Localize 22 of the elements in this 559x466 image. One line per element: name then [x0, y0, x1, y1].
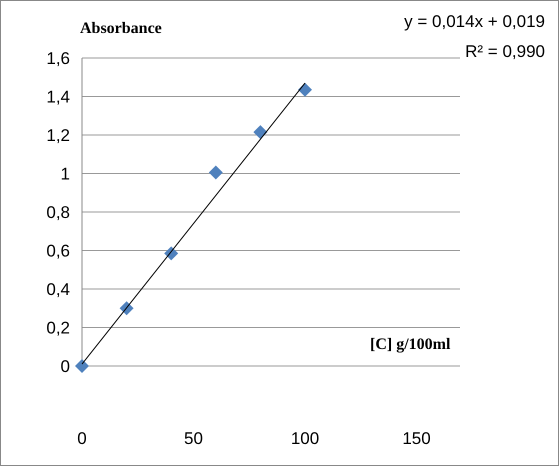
- y-tick-label: 0,2: [46, 318, 70, 338]
- y-tick-label: 0,4: [46, 280, 70, 299]
- y-tick-label: 1,6: [46, 48, 70, 68]
- text: y = 0,014x + 0,019: [404, 12, 545, 31]
- x-axis-title: [C] g/100ml: [370, 336, 451, 353]
- y-axis-title: Absorbance: [80, 20, 162, 37]
- y-tick-label: 1,4: [46, 87, 70, 106]
- y-tick-label: 0,6: [46, 241, 70, 260]
- point: [253, 125, 268, 140]
- text: R² = 0,990: [465, 42, 545, 61]
- x-tick-label: 0: [77, 428, 87, 448]
- x-tick-label: 50: [184, 428, 203, 448]
- y-tick-label: 1: [60, 164, 70, 184]
- y-tick-label: 1,2: [46, 126, 70, 145]
- point: [75, 359, 89, 373]
- point: [298, 82, 312, 97]
- x-tick-label: 100: [290, 428, 320, 448]
- point: [208, 166, 223, 180]
- y-tick-label: 0,8: [46, 202, 70, 222]
- point: [120, 301, 134, 316]
- x-tick-label: 150: [402, 428, 431, 448]
- y-tick-label: 0: [60, 356, 70, 376]
